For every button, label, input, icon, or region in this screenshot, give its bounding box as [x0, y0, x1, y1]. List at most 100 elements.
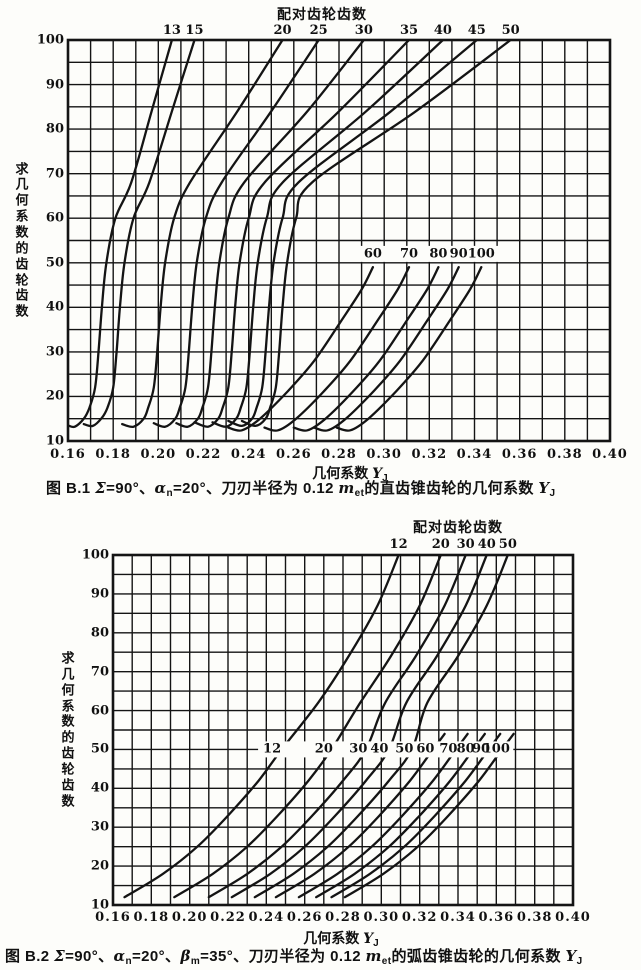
band-curve-label-80: 80 — [456, 741, 475, 757]
x-tick-label: 0.40 — [592, 447, 628, 462]
text-segment: 几何系数 — [312, 465, 373, 481]
plot-border — [66, 38, 612, 443]
x-tick-label: 0.28 — [321, 447, 357, 462]
subscript: et — [354, 488, 365, 499]
curve-z90 — [313, 266, 460, 432]
y-tick-label: 100 — [36, 32, 64, 48]
band-curve-label-100: 100 — [467, 246, 495, 262]
curve-z80 — [292, 266, 440, 432]
curve-z12 — [123, 555, 400, 899]
text-segment: m — [338, 479, 355, 497]
x-tick-label: 0.32 — [401, 910, 438, 925]
top-curve-label-20: 20 — [273, 23, 292, 38]
figure-b2-top-axis-title: 配对齿轮齿数 — [413, 519, 503, 535]
band-curve-label-30: 30 — [349, 741, 368, 757]
x-tick-label: 0.28 — [325, 910, 361, 925]
curve-z50 — [253, 555, 509, 899]
y-tick-label: 10 — [45, 433, 64, 449]
x-tick-label: 0.40 — [555, 910, 591, 925]
y-tick-label: 80 — [90, 625, 109, 641]
curve-z20 — [173, 555, 442, 899]
top-curve-label-45: 45 — [467, 23, 486, 38]
y-tick-label: 90 — [90, 586, 109, 602]
text-segment: m — [365, 947, 382, 965]
x-tick-label: 0.34 — [456, 447, 493, 462]
x-tick-label: 0.22 — [185, 447, 222, 462]
text-segment: β — [180, 947, 191, 965]
top-curve-label-15: 15 — [185, 23, 204, 38]
curve-label-band — [258, 741, 514, 758]
figure-b2-x-axis-title: 几何系数 YJ — [303, 928, 379, 949]
y-tick-label: 10 — [90, 897, 109, 913]
top-curve-label-40: 40 — [477, 537, 496, 552]
curve-label-band — [358, 245, 499, 262]
y-tick-label: 80 — [45, 121, 64, 137]
curve-z40 — [230, 555, 488, 899]
subscript: J — [373, 938, 379, 949]
band-curve-label-50: 50 — [395, 741, 414, 757]
text-segment: 图 B.1 — [46, 480, 96, 497]
band-curve-label-70: 70 — [399, 246, 419, 262]
top-curve-label-50: 50 — [498, 537, 517, 552]
figure-b1-plot — [66, 38, 612, 443]
curve-z35 — [193, 40, 411, 428]
y-tick-label: 50 — [90, 741, 109, 757]
x-tick-label: 0.30 — [363, 910, 400, 925]
top-curve-label-25: 25 — [309, 23, 328, 38]
x-tick-label: 0.16 — [95, 910, 131, 925]
band-curve-label-40: 40 — [370, 741, 389, 757]
band-curve-label-100: 100 — [482, 741, 510, 757]
text-segment: α — [113, 947, 126, 965]
top-curve-label-50: 50 — [501, 23, 520, 38]
text-segment: Σ — [95, 479, 107, 497]
x-tick-label: 0.24 — [230, 447, 267, 462]
x-tick-label: 0.24 — [248, 910, 285, 925]
text-segment: =35°、刀刃半径为 0.12 — [200, 948, 366, 965]
subscript: J — [382, 473, 388, 484]
x-tick-label: 0.20 — [140, 447, 177, 462]
band-curve-label-70: 70 — [439, 741, 458, 757]
y-tick-label: 50 — [45, 255, 64, 271]
figure-b1-top-axis-title: 配对齿轮齿数 — [277, 6, 367, 22]
subscript: n — [125, 956, 133, 967]
x-tick-label: 0.16 — [50, 447, 86, 462]
x-tick-label: 0.34 — [440, 910, 476, 925]
text-segment: 的直齿锥齿轮的几何系数 — [364, 480, 539, 497]
x-tick-label: 0.30 — [366, 447, 402, 462]
x-tick-label: 0.38 — [546, 447, 583, 462]
curve-z25 — [152, 40, 320, 428]
band-curve-label-60: 60 — [416, 741, 435, 757]
y-tick-label: 90 — [45, 77, 64, 93]
text-segment: Y — [538, 479, 550, 497]
grid-lines — [68, 40, 610, 441]
text-segment: 的弧齿锥齿轮的几何系数 — [391, 948, 566, 965]
text-segment: Σ — [54, 947, 66, 965]
band-curve-label-90: 90 — [471, 741, 491, 757]
curve-z100 — [335, 266, 483, 432]
figure-b1-x-axis-title: 几何系数 YJ — [312, 463, 388, 484]
text-segment: 图 B.2 — [5, 948, 55, 965]
subscript: et — [381, 956, 392, 967]
top-curve-label-12: 12 — [389, 537, 408, 552]
band-curve-label-60: 60 — [363, 246, 382, 262]
x-tick-label: 0.32 — [411, 447, 448, 462]
top-curve-label-13: 13 — [162, 23, 181, 38]
y-tick-label: 40 — [90, 780, 109, 796]
x-tick-label: 0.18 — [133, 910, 170, 925]
y-tick-label: 40 — [45, 299, 64, 315]
curve-z60 — [227, 266, 375, 432]
y-tick-label: 100 — [81, 547, 109, 563]
y-tick-label: 20 — [45, 388, 64, 404]
curve-z30 — [207, 555, 467, 899]
plot-border — [111, 553, 575, 907]
y-tick-label: 70 — [45, 166, 64, 182]
x-tick-label: 0.26 — [275, 447, 312, 462]
top-curve-label-30: 30 — [354, 23, 373, 38]
curve-z13 — [68, 40, 174, 429]
text-segment: Y — [565, 947, 577, 965]
subscript: J — [576, 956, 583, 967]
subscript: n — [166, 488, 174, 499]
top-curve-label-30: 30 — [456, 537, 475, 552]
top-curve-label-20: 20 — [431, 537, 450, 552]
subscript: m — [190, 956, 201, 967]
